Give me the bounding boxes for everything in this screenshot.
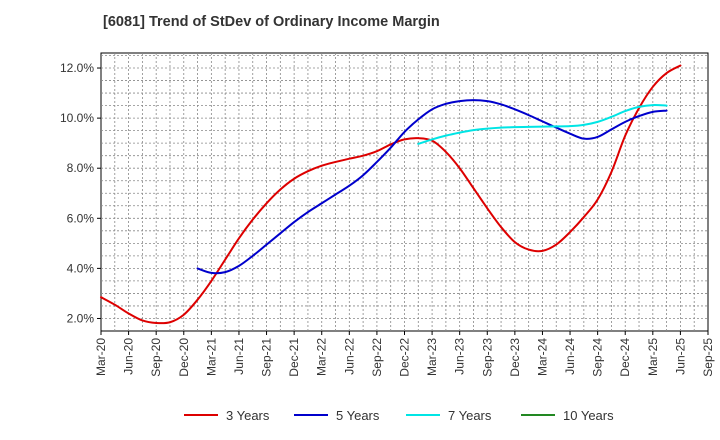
legend-item-3-years: 3 Years (184, 404, 269, 426)
y-axis-ticks: 2.0% 4.0% 6.0% 8.0% 10.0% 12.0% (60, 61, 101, 325)
x-tick-label: Jun-23 (453, 338, 467, 375)
x-tick-label: Jun-25 (673, 338, 687, 375)
x-tick-label: Sep-20 (149, 338, 163, 377)
legend-label-10-years: 10 Years (563, 407, 614, 423)
x-tick-label: Sep-24 (591, 338, 605, 377)
x-tick-label: Jun-21 (232, 338, 246, 375)
chart-title: [6081] Trend of StDev of Ordinary Income… (103, 14, 440, 30)
x-tick-label: Mar-21 (204, 338, 218, 376)
series-line-5-years (196, 99, 668, 275)
legend-swatch-5-years (294, 414, 328, 416)
x-tick-label: Mar-23 (425, 338, 439, 376)
plot-area (100, 52, 709, 332)
x-tick-label: Sep-23 (480, 338, 494, 377)
legend-label-7-years: 7 Years (448, 407, 492, 423)
x-tick-label: Sep-25 (701, 338, 715, 377)
x-tick-label: Dec-24 (618, 338, 632, 377)
x-tick-label: Dec-22 (398, 338, 412, 377)
y-tick-label: 8.0% (67, 161, 95, 175)
legend-swatch-10-years (521, 414, 555, 416)
series-line-7-years (417, 104, 668, 145)
x-tick-label: Sep-22 (370, 338, 384, 377)
x-tick-label: Mar-25 (646, 338, 660, 376)
x-tick-label: Dec-20 (177, 338, 191, 377)
x-tick-label: Mar-24 (535, 338, 549, 376)
y-tick-label: 4.0% (67, 261, 95, 275)
legend-item-10-years: 10 Years (521, 404, 614, 426)
legend-swatch-3-years (184, 414, 218, 416)
x-tick-label: Dec-21 (287, 338, 301, 377)
x-tick-label: Mar-22 (315, 338, 329, 376)
x-tick-label: Jun-20 (122, 338, 136, 375)
y-tick-label: 12.0% (60, 61, 94, 75)
legend-swatch-7-years (406, 414, 440, 416)
legend-label-5-years: 5 Years (336, 407, 380, 423)
x-axis-ticks: Mar-20 Jun-20 Sep-20 Dec-20 Mar-21 Jun-21 Sep-… (94, 331, 715, 377)
y-tick-label: 2.0% (67, 311, 95, 325)
legend-item-5-years: 5 Years (294, 404, 379, 426)
x-tick-label: Jun-22 (342, 338, 356, 375)
legend-label-3-years: 3 Years (226, 407, 270, 423)
series-lines (100, 64, 682, 325)
y-tick-label: 6.0% (67, 211, 95, 225)
x-tick-label: Dec-23 (508, 338, 522, 377)
legend: 3 Years 5 Years 7 Years 10 Years (0, 404, 720, 426)
x-tick-label: Sep-21 (260, 338, 274, 377)
series-line-3-years (100, 64, 682, 325)
y-tick-label: 10.0% (60, 111, 94, 125)
x-tick-label: Jun-24 (563, 338, 577, 375)
legend-item-7-years: 7 Years (406, 404, 491, 426)
x-tick-label: Mar-20 (94, 338, 108, 376)
